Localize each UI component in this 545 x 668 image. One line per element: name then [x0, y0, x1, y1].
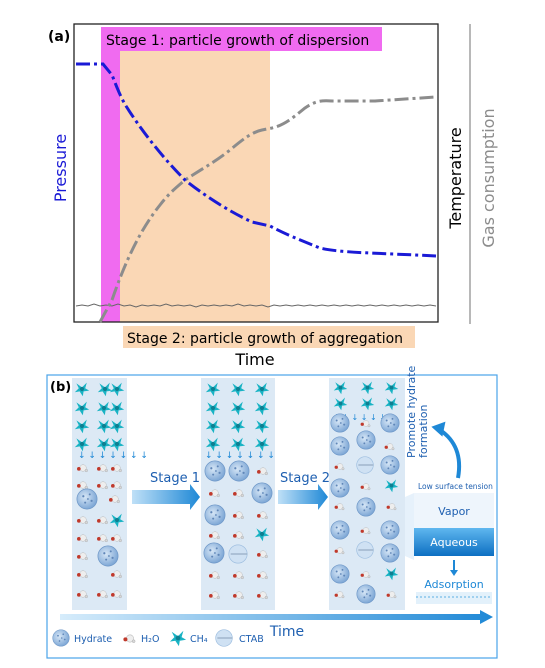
stage1-arrow-label: Stage 1 — [150, 471, 200, 486]
promote-line2: formation — [417, 405, 430, 458]
legend-h2o: H₂O — [141, 634, 159, 645]
low-tension-label: Low surface tension — [418, 482, 493, 491]
panel-a-label: (a) — [48, 29, 70, 45]
gas-axis-label: Gas consumption — [479, 108, 498, 247]
stage1-arrow — [132, 484, 200, 510]
adsorption-label: Adsorption — [424, 578, 483, 591]
svg-text:↓ ↓ ↓ ↓ ↓ ↓ ↓: ↓ ↓ ↓ ↓ ↓ ↓ ↓ — [205, 451, 275, 461]
legend-hydrate-icon — [52, 629, 70, 647]
temperature-line — [75, 303, 437, 308]
vapor-label: Vapor — [438, 505, 470, 518]
temperature-axis-label: Temperature — [446, 127, 465, 229]
pressure-line — [76, 62, 437, 258]
time-arrow — [60, 610, 493, 624]
curved-arrow-head — [431, 421, 446, 437]
svg-text:↓ ↓ ↓ ↓ ↓ ↓: ↓ ↓ ↓ ↓ ↓ ↓ — [333, 413, 386, 422]
aqueous-box — [414, 528, 494, 556]
stage2-arrow — [278, 484, 328, 510]
column-stage2: ↓ ↓ ↓ ↓ ↓ ↓ — [329, 378, 405, 610]
vapor-box — [414, 493, 494, 528]
legend-ctab-icon — [215, 629, 233, 647]
legend: Hydrate H₂O CH₄ CTAB — [52, 629, 264, 647]
gas-consumption-line — [98, 95, 437, 323]
svg-text:↓ ↓ ↓ ↓ ↓ ↓ ↓: ↓ ↓ ↓ ↓ ↓ ↓ ↓ — [78, 451, 148, 461]
column-initial: ↓ ↓ ↓ ↓ ↓ ↓ ↓ — [72, 378, 148, 610]
stage2-title-box — [123, 326, 415, 348]
panel-b: (b) ↓ ↓ ↓ ↓ ↓ ↓ ↓ Stage 1 — [46, 365, 498, 659]
pressure-axis-label: Pressure — [51, 134, 70, 202]
stage1-title: Stage 1: particle growth of dispersion — [106, 33, 369, 49]
stage2-title: Stage 2: particle growth of aggregation — [127, 331, 403, 347]
panel-a: (a) Stage 1: particle growth of dispersi… — [48, 23, 498, 369]
stage1-title-box — [101, 27, 382, 51]
plot-frame — [73, 23, 439, 323]
legend-ch4: CH₄ — [190, 634, 208, 645]
legend-hydrate: Hydrate — [74, 634, 112, 645]
connector — [405, 493, 414, 560]
time-label: Time — [269, 624, 304, 640]
promote-line1: Promote hydrate — [405, 365, 418, 458]
legend-ctab: CTAB — [239, 634, 264, 645]
column-stage1: ↓ ↓ ↓ ↓ ↓ ↓ ↓ — [201, 378, 275, 610]
curved-arrow — [438, 428, 461, 479]
panel-b-label: (b) — [50, 380, 71, 395]
aqueous-label: Aqueous — [430, 536, 478, 549]
time-axis-label: Time — [234, 350, 274, 369]
stage2-arrow-label: Stage 2 — [280, 471, 330, 486]
stage1-band — [101, 50, 120, 322]
